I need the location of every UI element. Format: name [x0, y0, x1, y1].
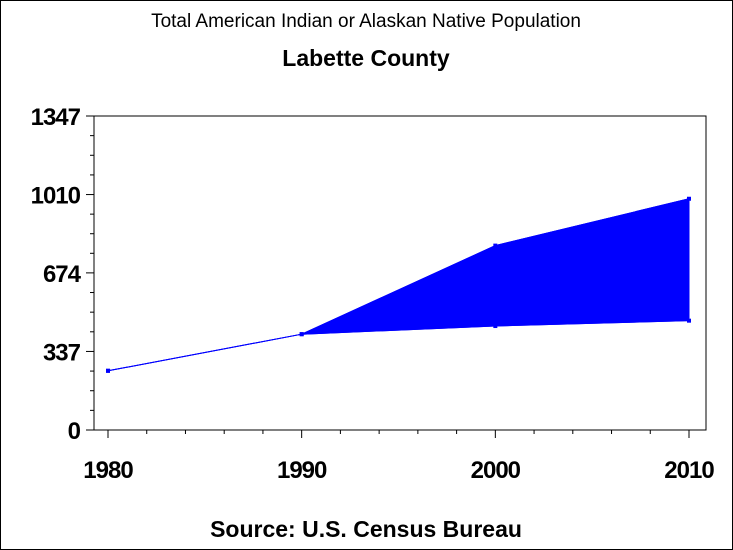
x-tick-label: 1980	[83, 457, 133, 484]
y-tick-label: 337	[43, 339, 81, 366]
y-tick-label: 1347	[31, 104, 81, 131]
data-point-lower-1990	[299, 332, 304, 337]
data-point-lower-2010	[687, 318, 691, 323]
x-tick-label: 1990	[277, 457, 327, 484]
data-point-upper-2010	[687, 196, 691, 201]
chart-title: Total American Indian or Alaskan Native …	[151, 11, 581, 32]
chart-footnote: Source: U.S. Census Bureau	[210, 516, 522, 542]
chart-subtitle: Labette County	[282, 45, 450, 71]
data-point-upper-2000	[493, 243, 498, 248]
y-tick-label: 1010	[31, 183, 81, 210]
y-tick-label: 674	[43, 261, 82, 288]
data-point-lower-2000	[493, 324, 498, 329]
series-line-lower	[107, 320, 690, 372]
x-tick-label: 2010	[664, 457, 714, 484]
data-point-lower-1980	[106, 368, 110, 373]
x-tick-label: 2000	[471, 457, 521, 484]
y-tick-label: 0	[68, 418, 81, 445]
